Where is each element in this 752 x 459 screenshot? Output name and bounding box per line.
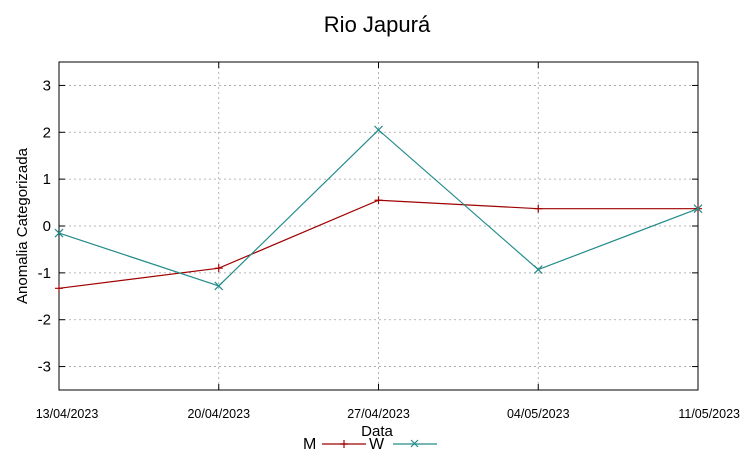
data-point-w: [693, 204, 703, 214]
y-tick-label: -1: [38, 265, 51, 282]
legend-item-w: W: [369, 436, 437, 453]
legend: M W: [303, 436, 437, 453]
y-tick-label: -3: [38, 359, 51, 376]
legend-item-m: M: [303, 436, 366, 453]
legend-label-m: M: [303, 436, 316, 453]
x-tick-label: 04/05/2023: [507, 407, 570, 421]
data-point-w: [374, 125, 383, 135]
data-point-m: [534, 204, 543, 213]
series-group: [54, 125, 703, 293]
y-tick-label: 0: [43, 218, 51, 235]
series-w: [54, 125, 703, 291]
gridlines: [59, 62, 698, 390]
chart-title: Rio Japurá: [324, 12, 431, 37]
data-point-m: [55, 284, 63, 293]
x-axis-ticks: 13/04/2023 20/04/2023 27/04/2023 04/05/2023…: [36, 62, 740, 421]
data-point-w: [533, 265, 543, 275]
legend-label-w: W: [369, 436, 385, 453]
x-tick-label: 13/04/2023: [36, 407, 99, 421]
data-point-m: [214, 264, 223, 273]
x-tick-label: 27/04/2023: [347, 407, 410, 421]
y-tick-label: 1: [43, 171, 51, 188]
y-tick-label: 2: [43, 124, 51, 141]
y-tick-label: 3: [43, 77, 51, 94]
y-tick-label: -2: [38, 312, 51, 329]
x-axis-label: Data: [361, 423, 393, 440]
y-axis-label: Anomalia Categorizada: [14, 147, 31, 304]
legend-marker-w: [410, 439, 419, 448]
x-tick-label: 20/04/2023: [187, 407, 250, 421]
y-axis-ticks: 3 2 1 0 -1 -2 -3: [38, 77, 698, 376]
data-point-w: [54, 228, 64, 238]
x-tick-label: 11/05/2023: [678, 407, 740, 421]
data-point-m: [374, 196, 383, 205]
legend-marker-m: [340, 440, 348, 448]
data-point-w: [214, 281, 224, 291]
